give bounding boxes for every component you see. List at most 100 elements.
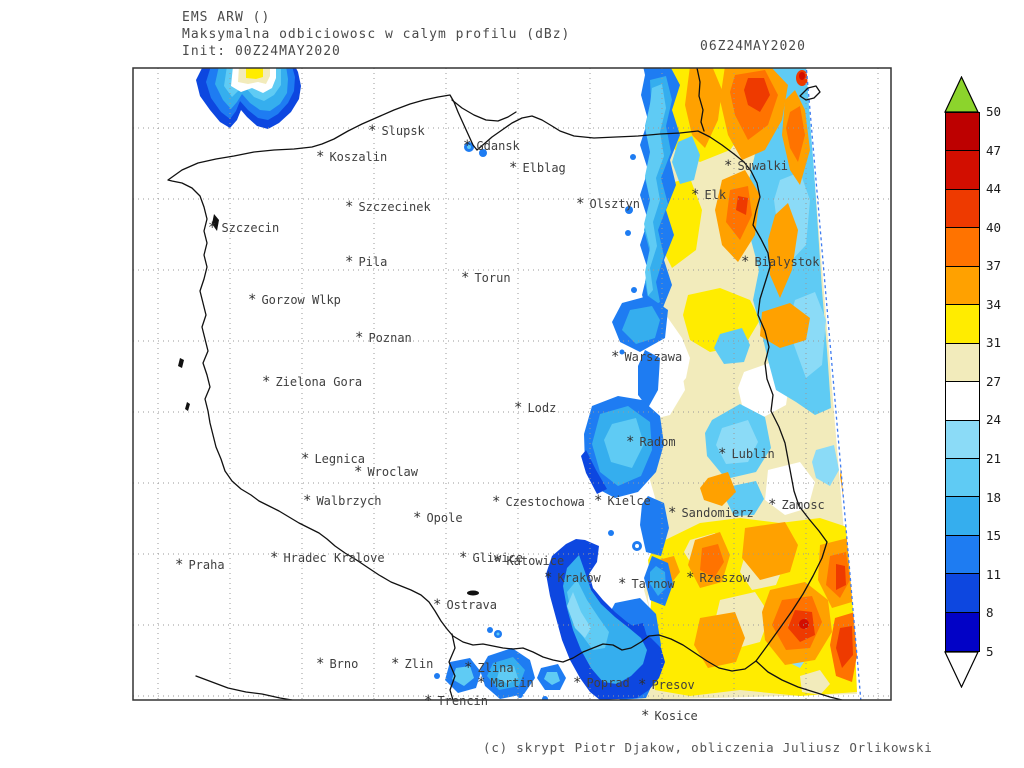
city-marker-icon: *	[459, 550, 468, 566]
city-legnica: * Legnica	[301, 452, 365, 466]
latlon-grid	[133, 68, 891, 700]
city-label: Praha	[188, 558, 225, 572]
city-label: Suwalki	[737, 159, 789, 173]
city-label: Elk	[704, 188, 727, 202]
city-label: Zlin	[404, 657, 434, 671]
city-marker-icon: *	[301, 451, 310, 467]
city-lodz: * Lodz	[514, 401, 556, 415]
city-pila: * Pila	[345, 255, 387, 269]
city-czestochowa: * Czestochowa	[492, 495, 585, 509]
city-presov: * Presov	[638, 678, 695, 692]
odra-river-mark	[178, 358, 184, 368]
city-radom: * Radom	[626, 435, 676, 449]
colorbar-cell	[946, 497, 979, 536]
colorbar-tick-label: 5	[986, 643, 994, 659]
city-label: Rzeszow	[699, 571, 751, 585]
city-marker-icon: *	[594, 493, 603, 509]
city-tarnow: * Tarnow	[618, 577, 675, 591]
city-label: Pila	[358, 255, 388, 269]
city-label: Sandomierz	[681, 506, 754, 520]
model-title: EMS ARW ()	[182, 10, 271, 25]
city-marker-icon: *	[355, 330, 364, 346]
city-marker-icon: *	[641, 708, 650, 724]
city-marker-icon: *	[391, 656, 400, 672]
colorbar-cell	[946, 458, 979, 498]
city-label: Zlina	[477, 661, 514, 675]
city-marker-icon: *	[262, 374, 271, 390]
colorbar-cell	[946, 574, 979, 613]
czech-austria-border	[195, 675, 293, 700]
city-marker-icon: *	[345, 199, 354, 215]
lithuania-russia-border	[696, 68, 705, 132]
city-marker-icon: *	[576, 196, 585, 212]
city-marker-icon: *	[493, 553, 502, 569]
city-rzeszow: * Rzeszow	[686, 571, 750, 585]
city-marker-icon: *	[724, 158, 733, 174]
city-opole: * Opole	[413, 511, 463, 525]
city-label: Legnica	[314, 452, 366, 466]
city-marker-icon: *	[461, 270, 470, 286]
city-label: Hradec Kralove	[283, 551, 385, 565]
city-torun: * Torun	[461, 271, 511, 285]
city-label: Ostrava	[446, 598, 498, 612]
city-marker-icon: *	[433, 597, 442, 613]
colorbar-tick-label: 24	[986, 412, 1002, 428]
city-label: Slupsk	[381, 124, 425, 138]
city-label: Wroclaw	[367, 465, 419, 479]
poland-border	[167, 94, 828, 672]
city-szczecin: * Szczecin	[208, 221, 279, 235]
city-marker-icon: *	[354, 464, 363, 480]
city-label: Presov	[651, 678, 695, 692]
city-marker-icon: *	[686, 570, 695, 586]
city-marker-icon: *	[638, 677, 647, 693]
city-marker-icon: *	[248, 292, 257, 308]
city-label: Krakow	[557, 571, 601, 585]
colorbar-cell	[946, 535, 979, 575]
city-marker-icon: *	[175, 557, 184, 573]
city-suwalki: * Suwalki	[724, 159, 788, 173]
colorbar-bottom-arrow-shape	[944, 651, 979, 688]
city-marker-icon: *	[463, 138, 472, 154]
colorbar-bottom-arrow	[944, 651, 979, 688]
city-elk: * Elk	[691, 188, 726, 202]
colorbar	[945, 112, 980, 653]
city-szczecinek: * Szczecinek	[345, 200, 431, 214]
city-elblag: * Elblag	[509, 161, 566, 175]
colorbar-tick-label: 31	[986, 335, 1002, 351]
city-zamosc: * Zamosc	[768, 498, 825, 512]
city-marker-icon: *	[514, 400, 523, 416]
city-marker-icon: *	[477, 675, 486, 691]
city-poprad: * Poprad	[573, 676, 630, 690]
valid-time: 06Z24MAY2020	[700, 39, 806, 54]
colorbar-tick-label: 11	[986, 566, 1002, 582]
city-marker-icon: *	[413, 510, 422, 526]
city-kosice: * Kosice	[641, 709, 698, 723]
city-label: Lublin	[731, 447, 775, 461]
colorbar-tick-label: 37	[986, 258, 1002, 274]
city-kielce: * Kielce	[594, 494, 651, 508]
city-label: Szczecin	[221, 221, 280, 235]
hel-peninsula-line	[451, 99, 517, 122]
city-walbrzych: * Walbrzych	[303, 494, 381, 508]
city-label: Gdansk	[476, 139, 520, 153]
city-marker-icon: *	[492, 494, 501, 510]
baltic-storm-cell	[196, 68, 301, 129]
colorbar-tick-label: 47	[986, 142, 1002, 158]
city-marker-icon: *	[768, 497, 777, 513]
city-label: Kosice	[654, 709, 698, 723]
colorbar-tick-label: 18	[986, 489, 1002, 505]
city-warszawa: * Warszawa	[611, 350, 682, 364]
city-krakow: * Krakow	[544, 571, 601, 585]
city-katowice: * Katowice	[493, 554, 564, 568]
czech-slovak-border	[448, 633, 456, 700]
colorbar-cell	[946, 612, 979, 652]
init-time: Init: 00Z24MAY2020	[182, 44, 341, 59]
city-marker-icon: *	[316, 656, 325, 672]
city-marker-icon: *	[718, 446, 727, 462]
city-gliwice: * Gliwice	[459, 551, 523, 565]
city-hradec-kralove: * Hradec Kralove	[270, 551, 385, 565]
city-label: Czestochowa	[505, 495, 585, 509]
